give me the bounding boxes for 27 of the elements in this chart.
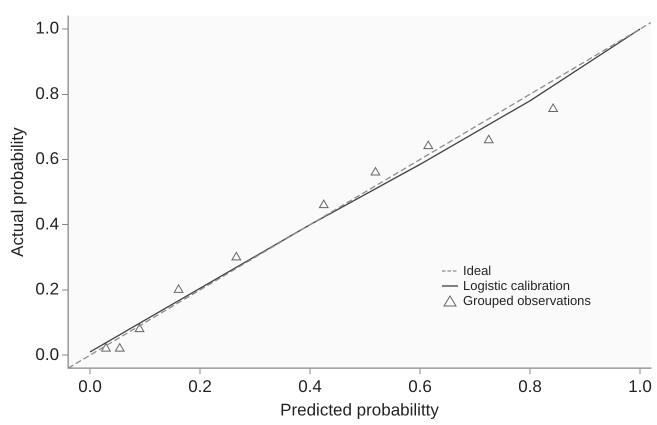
point [174, 284, 184, 293]
point [423, 140, 434, 150]
legend-label: Ideal [463, 263, 492, 278]
y-tick-label: 0.6 [35, 149, 60, 168]
y-tick-label: 0.8 [35, 84, 60, 103]
x-tick-label: 0.8 [518, 377, 542, 396]
point [318, 200, 329, 208]
y-tick-label: 0.4 [35, 214, 60, 234]
legend-label: Grouped observations [463, 293, 591, 308]
y-tick-label: 1.0 [35, 18, 60, 38]
y-tick-label: 0.2 [35, 280, 60, 299]
y-tick-label: 0.0 [35, 344, 60, 364]
x-tick-label: 0.4 [298, 377, 322, 396]
point [484, 134, 494, 144]
legend-label: Logistic calibration [463, 278, 570, 294]
x-tick-label: 0.6 [408, 377, 432, 396]
point [101, 343, 111, 352]
point [134, 324, 144, 332]
point [114, 343, 125, 352]
point [548, 103, 558, 112]
x-tick-label: 0.0 [78, 377, 102, 396]
x-tick-label: 1.0 [628, 377, 652, 396]
point [370, 167, 380, 176]
x-axis-title: Predicted probabilitty [280, 400, 440, 420]
x-tick-label: 0.2 [188, 377, 212, 396]
y-axis-title: Actual probability [8, 126, 27, 257]
point [231, 252, 242, 260]
